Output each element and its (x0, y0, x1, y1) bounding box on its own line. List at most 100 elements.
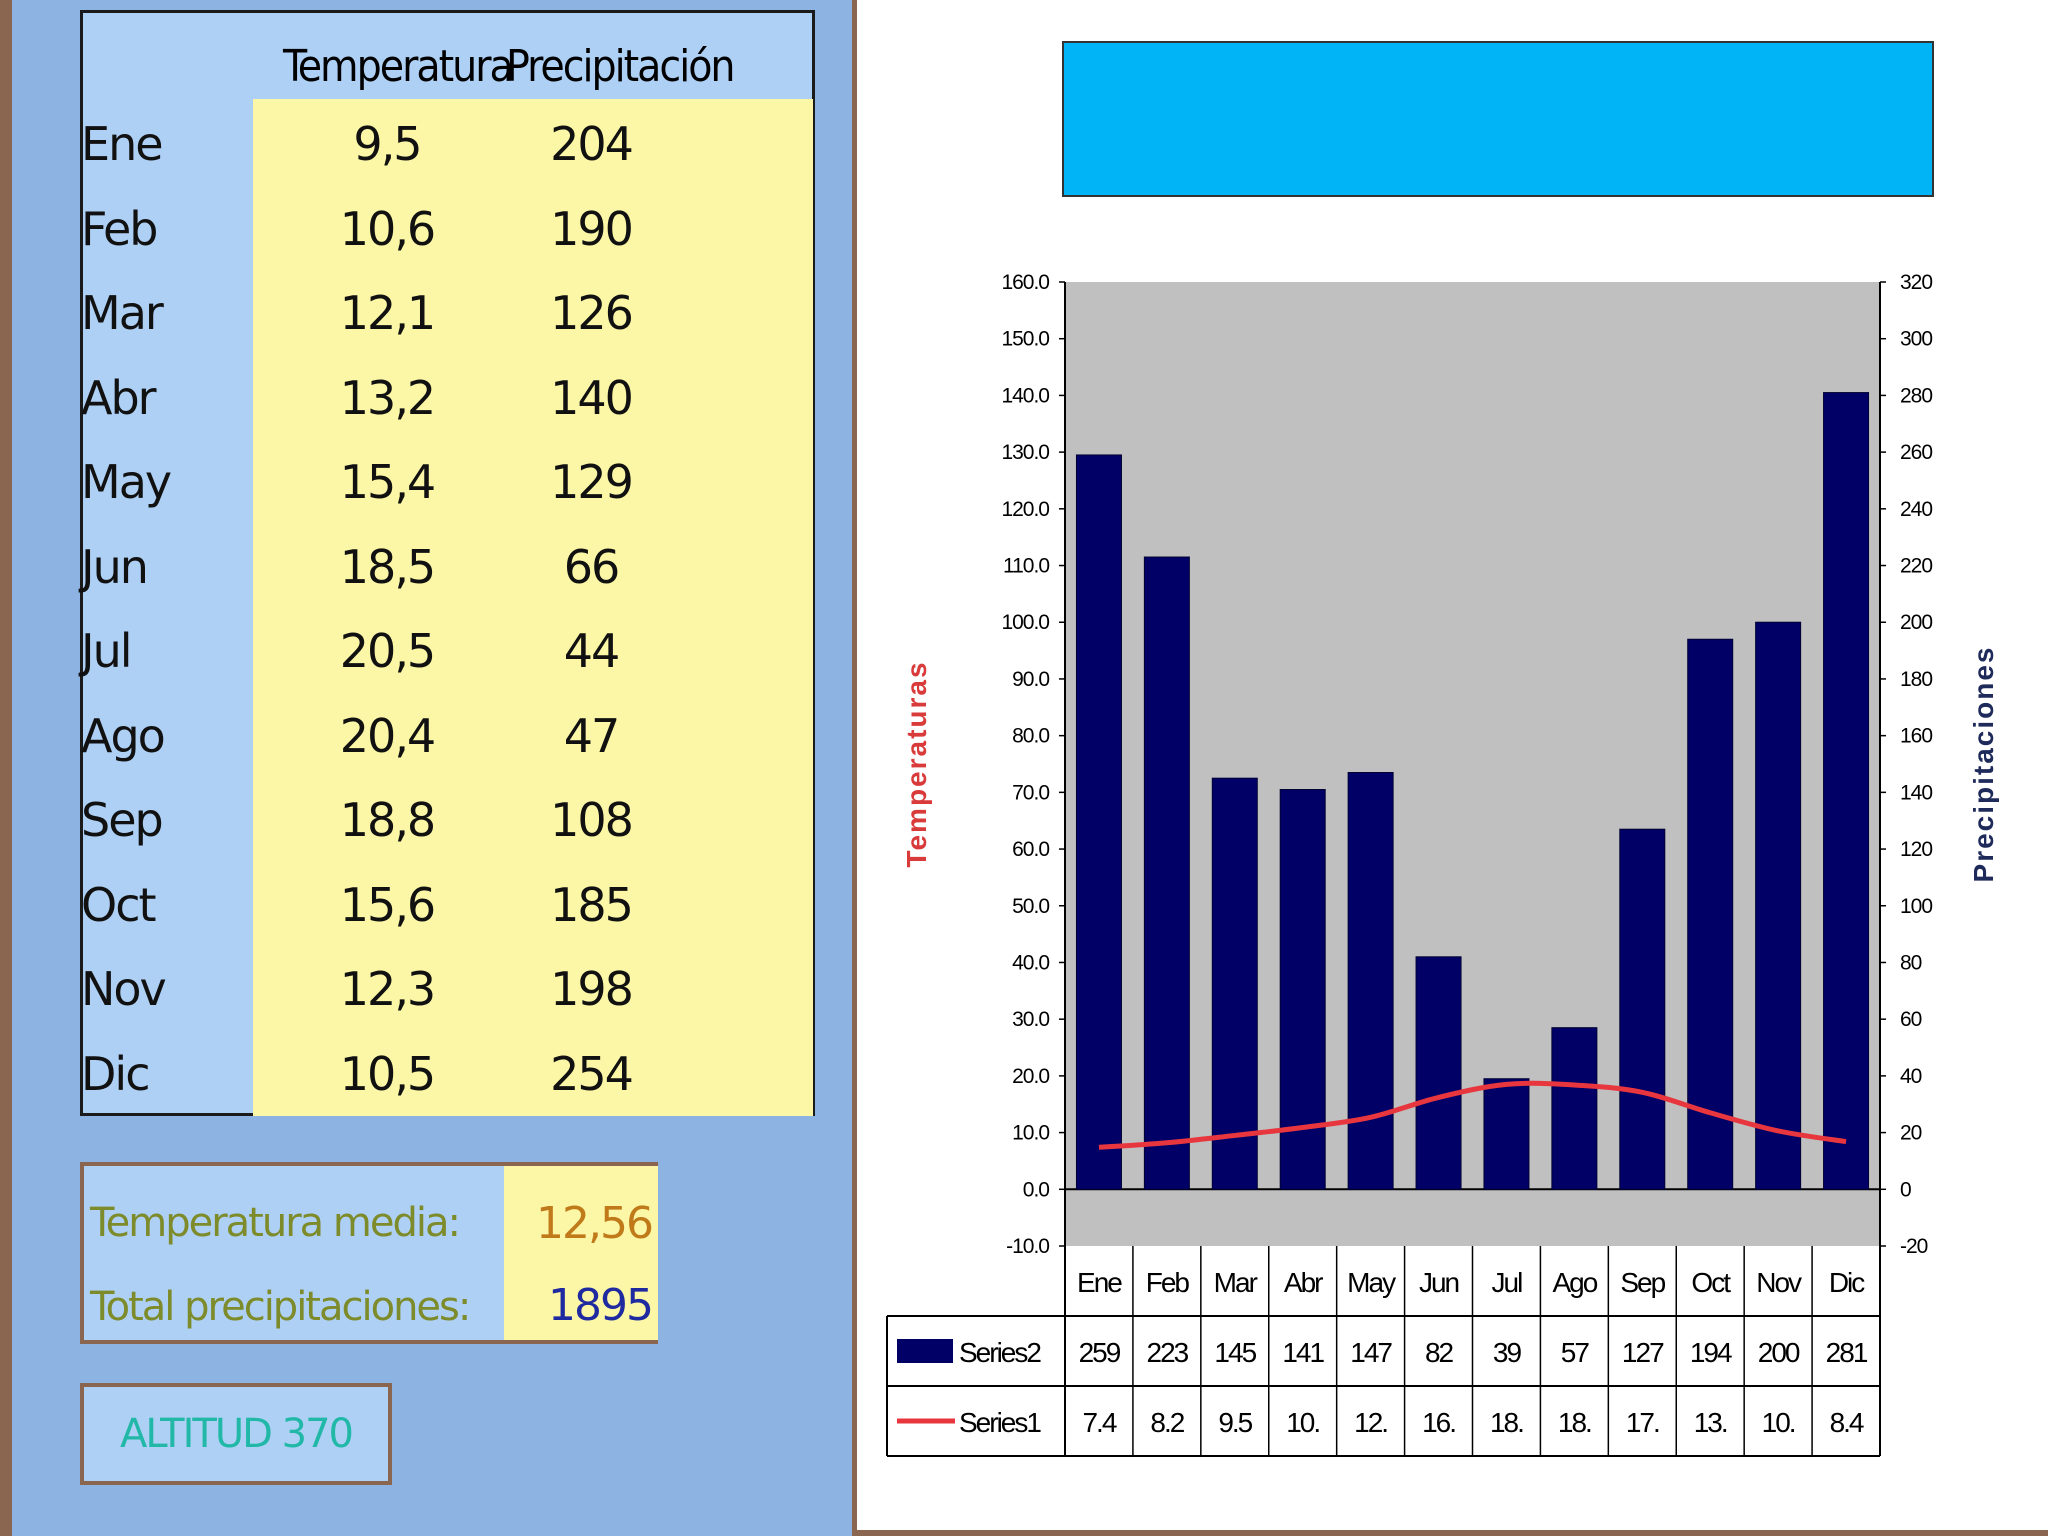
category-label: May (1347, 1267, 1396, 1298)
series2-value-label: 194 (1690, 1337, 1732, 1368)
series1-value-label: 8.4 (1830, 1407, 1864, 1438)
row-temperature-value: 12,1 (339, 286, 436, 340)
row-temperature-value: 10,5 (339, 1046, 436, 1101)
row-temperature-value: 10,6 (339, 201, 436, 256)
row-month-label: Feb (81, 201, 158, 256)
row-temperature-value: 20,4 (339, 708, 436, 763)
series2-legend-swatch (897, 1339, 953, 1363)
right-tick-label: 160 (1900, 725, 1932, 748)
row-temperature-value: 18,5 (339, 539, 436, 594)
left-tick-label: 50.0 (1012, 895, 1049, 918)
row-precipitation-value: 204 (550, 117, 634, 171)
left-tick-label: 90.0 (1012, 668, 1049, 691)
category-label: Oct (1691, 1267, 1731, 1298)
right-tick-label: 140 (1900, 781, 1932, 804)
row-month-label: Dic (81, 1046, 150, 1101)
right-tick-label: 220 (1900, 555, 1932, 578)
series1-value-label: 7.4 (1082, 1407, 1116, 1438)
series2-value-label: 223 (1147, 1337, 1189, 1368)
precipitation-bar (1619, 828, 1666, 1190)
row-temperature-value: 18,8 (339, 793, 436, 847)
row-month-label: Abr (81, 370, 157, 425)
row-precipitation-value: 47 (563, 708, 621, 763)
category-label: Abr (1284, 1267, 1323, 1298)
series1-value-label: 10. (1286, 1407, 1319, 1438)
precipitation-bar (1551, 1027, 1598, 1190)
row-month-label: Jul (81, 624, 132, 678)
precipitation-bar (1823, 392, 1870, 1190)
category-label: Sep (1620, 1267, 1665, 1298)
precipitation-bar (1347, 772, 1394, 1190)
row-month-label: Ene (81, 117, 164, 171)
series2-value-label: 145 (1214, 1337, 1256, 1368)
mean-temp-value: 12,56 (536, 1198, 654, 1249)
header-precipitation: Precipitación (506, 41, 735, 92)
row-month-label: Sep (81, 793, 164, 847)
header-temperature: Temperatura (283, 41, 514, 92)
series2-value-label: 141 (1282, 1337, 1324, 1368)
climate-chart: -10.00.010.020.030.040.050.060.070.080.0… (886, 271, 1999, 1457)
row-month-label: Jun (81, 539, 149, 594)
precipitation-bar (1755, 621, 1802, 1190)
row-precipitation-value: 198 (550, 962, 634, 1016)
left-tick-label: 130.0 (1001, 441, 1049, 464)
series2-value-label: 147 (1350, 1337, 1392, 1368)
right-tick-label: 60 (1900, 1008, 1922, 1031)
left-tick-label: 120.0 (1001, 498, 1049, 521)
row-precipitation-value: 254 (550, 1046, 634, 1101)
total-precip-label: Total precipitaciones: (90, 1284, 471, 1330)
summary-values-area (504, 1166, 658, 1340)
right-tick-label: 320 (1900, 271, 1932, 294)
left-tick-label: 100.0 (1001, 611, 1049, 634)
series2-value-label: 82 (1425, 1337, 1454, 1368)
row-month-label: May (81, 455, 172, 509)
series1-value-label: 17. (1626, 1407, 1659, 1438)
right-tick-label: 260 (1900, 441, 1932, 464)
precipitation-bar (1075, 454, 1122, 1190)
left-tick-label: 40.0 (1012, 951, 1049, 974)
altitude-box: ALTITUD 370 (80, 1383, 392, 1485)
series1-value-label: 18. (1490, 1407, 1523, 1438)
row-month-label: Mar (81, 286, 164, 340)
series1-value-label: 13. (1694, 1407, 1727, 1438)
row-month-label: Ago (81, 708, 166, 763)
right-tick-label: 120 (1900, 838, 1932, 861)
right-tick-label: 180 (1900, 668, 1932, 691)
right-tick-label: 200 (1900, 611, 1932, 634)
row-temperature-value: 15,6 (339, 877, 436, 932)
category-label: Ene (1077, 1267, 1122, 1298)
left-tick-label: 0.0 (1023, 1178, 1050, 1201)
right-tick-label: 240 (1900, 498, 1932, 521)
series1-legend-label: Series1 (959, 1407, 1041, 1438)
series2-value-label: 281 (1826, 1337, 1868, 1368)
left-tick-label: 20.0 (1012, 1065, 1049, 1088)
series2-legend-label: Series2 (959, 1337, 1041, 1368)
series2-value-label: 259 (1079, 1337, 1121, 1368)
row-month-label: Nov (81, 962, 167, 1016)
row-month-label: Oct (81, 877, 157, 932)
series1-value-label: 8.2 (1150, 1407, 1184, 1438)
series1-value-label: 12. (1354, 1407, 1387, 1438)
row-precipitation-value: 44 (563, 624, 621, 678)
row-precipitation-value: 129 (550, 455, 634, 509)
series1-value-label: 9.5 (1218, 1407, 1252, 1438)
right-tick-label: 300 (1900, 328, 1932, 351)
right-tick-label: 80 (1900, 951, 1922, 974)
right-tick-label: 280 (1900, 384, 1932, 407)
row-temperature-value: 13,2 (339, 370, 436, 425)
category-label: Jun (1419, 1267, 1459, 1298)
row-temperature-value: 12,3 (339, 962, 436, 1016)
left-tick-label: 10.0 (1012, 1122, 1049, 1145)
left-tick-label: 110.0 (1003, 555, 1049, 578)
series2-value-label: 127 (1622, 1337, 1664, 1368)
left-tick-label: 60.0 (1012, 838, 1049, 861)
series1-value-label: 16. (1422, 1407, 1455, 1438)
category-label: Jul (1492, 1267, 1523, 1298)
series1-value-label: 18. (1558, 1407, 1591, 1438)
summary-box: Temperatura media: 12,56 Total precipita… (80, 1162, 658, 1344)
series1-value-label: 10. (1762, 1407, 1795, 1438)
row-precipitation-value: 66 (563, 539, 621, 594)
category-label: Mar (1214, 1267, 1258, 1298)
total-precip-value: 1895 (548, 1280, 654, 1331)
precipitation-bar (1415, 956, 1462, 1190)
